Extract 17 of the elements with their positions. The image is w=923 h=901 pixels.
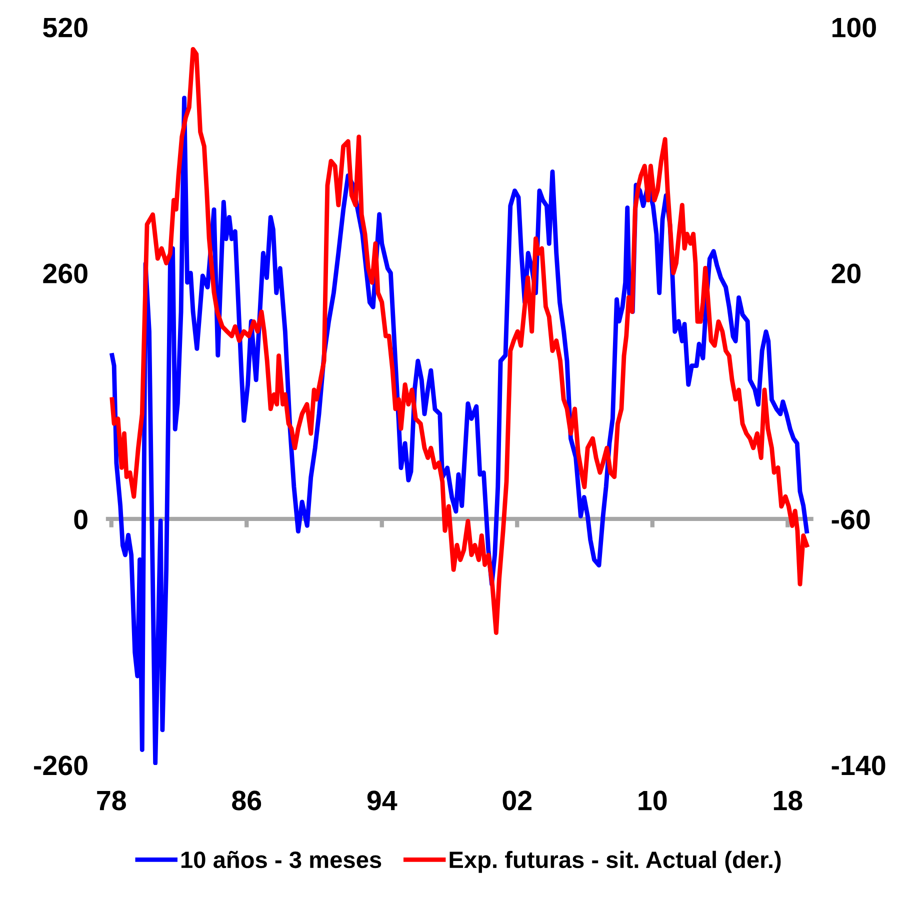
y-tick-label: 520 xyxy=(43,18,88,38)
y-tick-label: 260 xyxy=(43,264,88,284)
x-tick-label: 18 xyxy=(774,790,802,810)
x-tick-label: 10 xyxy=(638,790,667,810)
y2-tick-label: -60 xyxy=(832,510,870,530)
y2-tick-label: -140 xyxy=(832,756,886,776)
y2-tick-label: 100 xyxy=(832,18,876,38)
x-tick-label: 86 xyxy=(232,790,262,810)
y2-tick-label: 20 xyxy=(832,264,861,284)
line-series xyxy=(110,46,809,635)
x-tick-label: 02 xyxy=(502,790,532,810)
y-tick-label: -260 xyxy=(34,756,88,776)
legend-label: Exp. futuras - sit. Actual (der.) xyxy=(450,850,781,873)
legend-label: 10 años - 3 meses xyxy=(181,850,382,868)
y-tick-label: 0 xyxy=(74,510,88,530)
x-tick-label: 94 xyxy=(367,790,398,810)
x-tick-label: 78 xyxy=(97,790,126,810)
